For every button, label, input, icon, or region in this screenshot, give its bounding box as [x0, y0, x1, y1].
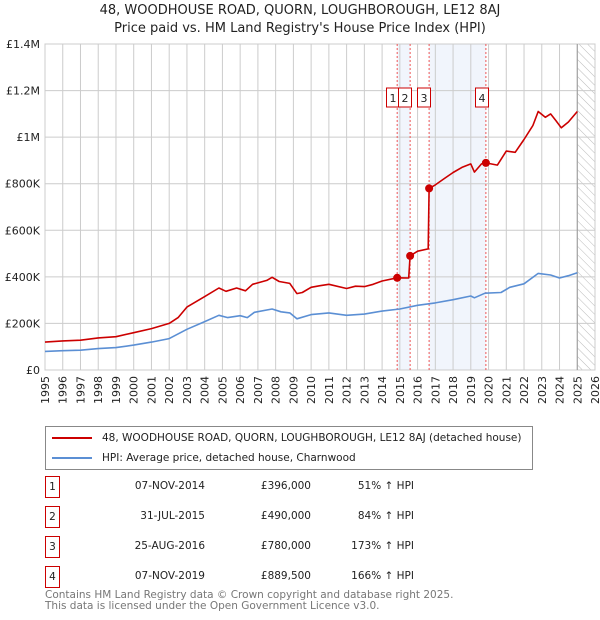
sale-hpi: 84% ↑ HPI: [357, 510, 414, 522]
sale-price: £889,500: [260, 570, 311, 582]
x-tick-label: 2000: [128, 376, 141, 404]
sale-marker: 4: [45, 566, 60, 588]
sale-date: 07-NOV-2019: [134, 570, 205, 582]
x-tick-label: 2019: [465, 376, 478, 404]
x-tick-label: 1996: [57, 376, 70, 404]
sale-point: [406, 251, 415, 260]
sale-row: 3 25-AUG-2016 £780,000 173% ↑ HPI: [45, 536, 445, 558]
x-tick-label: 2022: [518, 376, 531, 404]
x-tick-label: 2007: [252, 376, 265, 404]
y-tick-label: £800K: [5, 178, 41, 191]
chart-title: 48, WOODHOUSE ROAD, QUORN, LOUGHBOROUGH,…: [99, 3, 501, 18]
sale-point: [481, 158, 490, 167]
x-tick-label: 2004: [199, 376, 212, 404]
footer-line-2: This data is licensed under the Open Gov…: [45, 600, 380, 612]
x-tick-label: 2014: [376, 376, 389, 404]
y-tick-label: £1.4M: [6, 38, 40, 51]
hpi-line: [44, 271, 578, 353]
x-tick-label: 2011: [323, 376, 336, 404]
x-tick-label: 2024: [554, 376, 567, 404]
sale-price: £780,000: [260, 540, 311, 552]
x-tick-label: 1997: [74, 376, 87, 404]
sale-point: [425, 184, 434, 193]
x-tick-label: 2002: [163, 376, 176, 404]
chart-subtitle: Price paid vs. HM Land Registry's House …: [114, 21, 486, 36]
x-tick-label: 1995: [39, 376, 52, 404]
legend-swatch-property: [52, 437, 92, 439]
x-tick-label: 2006: [234, 376, 247, 404]
x-tick-label: 2013: [358, 376, 371, 404]
sale-point: [393, 273, 402, 282]
chart-legend: 48, WOODHOUSE ROAD, QUORN, LOUGHBOROUGH,…: [45, 426, 533, 470]
sale-marker: 1: [45, 476, 60, 498]
sale-label: 3: [421, 92, 428, 105]
legend-swatch-hpi: [52, 457, 92, 459]
x-tick-label: 1998: [92, 376, 105, 404]
x-tick-label: 2020: [483, 376, 496, 404]
sale-price: £490,000: [260, 510, 311, 522]
y-tick-label: £1M: [17, 131, 41, 144]
sale-marker: 2: [45, 506, 60, 528]
legend-label-hpi: HPI: Average price, detached house, Char…: [102, 452, 356, 464]
y-tick-label: £0: [26, 364, 40, 377]
plot-border: [44, 43, 596, 371]
sale-hpi: 166% ↑ HPI: [351, 570, 414, 582]
x-tick-label: 2012: [341, 376, 354, 404]
x-tick-label: 2015: [394, 376, 407, 404]
property-price-line: [44, 110, 578, 343]
sale-price: £396,000: [260, 480, 311, 492]
sale-label: 2: [402, 92, 409, 105]
sale-row: 2 31-JUL-2015 £490,000 84% ↑ HPI: [45, 506, 445, 528]
y-tick-label: £400K: [5, 271, 41, 284]
x-tick-label: 2009: [287, 376, 300, 404]
x-tick-label: 2025: [571, 376, 584, 404]
sale-marker: 3: [45, 536, 60, 558]
sale-date: 25-AUG-2016: [134, 540, 205, 552]
sale-label-box: [398, 87, 412, 108]
x-tick-label: 2001: [145, 376, 158, 404]
x-tick-label: 2005: [216, 376, 229, 404]
y-tick-label: £200K: [5, 317, 41, 330]
sale-row: 4 07-NOV-2019 £889,500 166% ↑ HPI: [45, 566, 445, 588]
sale-label: 1: [390, 92, 397, 105]
legend-label-property: 48, WOODHOUSE ROAD, QUORN, LOUGHBOROUGH,…: [102, 432, 522, 444]
price-chart: 1 2 3 4 1995 1996 1997 1998 1999 2000 2001 2002 2003…: [5, 38, 600, 404]
sale-hpi: 51% ↑ HPI: [357, 480, 414, 492]
x-tick-label: 2016: [412, 376, 425, 404]
x-tick-label: 2018: [447, 376, 460, 404]
y-tick-label: £600K: [5, 224, 41, 237]
x-tick-label: 2026: [589, 376, 600, 404]
sale-row: 1 07-NOV-2014 £396,000 51% ↑ HPI: [45, 476, 445, 498]
sale-date: 31-JUL-2015: [140, 510, 205, 522]
sale-date: 07-NOV-2014: [134, 480, 205, 492]
x-tick-label: 1999: [110, 376, 123, 404]
sale-hpi: 173% ↑ HPI: [351, 540, 414, 552]
x-tick-label: 2017: [429, 376, 442, 404]
forecast-hatch: [577, 44, 595, 370]
footer: Contains HM Land Registry data © Crown c…: [45, 590, 453, 612]
sale-label-box: [475, 87, 489, 108]
x-tick-label: 2023: [536, 376, 549, 404]
x-tick-label: 2021: [500, 376, 513, 404]
x-tick-label: 2003: [181, 376, 194, 404]
sale-label-box: [417, 87, 431, 108]
y-tick-label: £1.2M: [6, 85, 40, 98]
sale-label: 4: [479, 92, 486, 105]
footer-line-1: Contains HM Land Registry data © Crown c…: [45, 589, 454, 601]
x-tick-label: 2010: [305, 376, 318, 404]
x-tick-label: 2008: [270, 376, 283, 404]
ownership-shade: [397, 44, 411, 370]
